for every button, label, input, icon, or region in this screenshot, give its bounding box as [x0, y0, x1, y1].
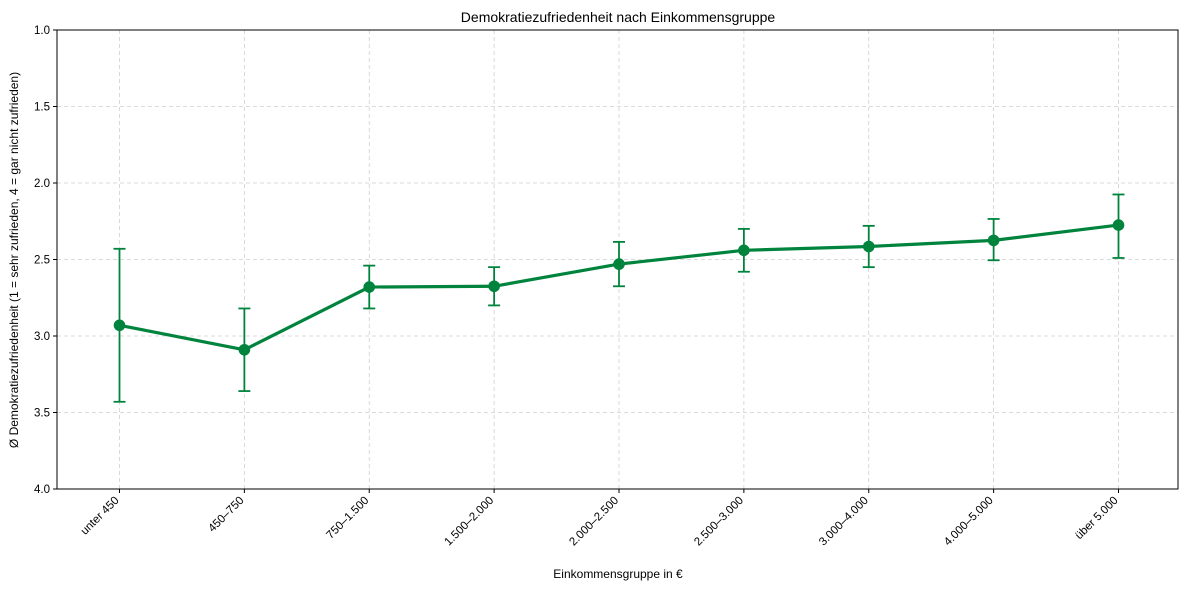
- error-bars: [113, 193, 1125, 403]
- plot-frame: [56, 29, 1179, 490]
- y-tick-label: 1.0: [34, 25, 50, 37]
- data-point: [238, 343, 251, 356]
- data-point: [1112, 219, 1125, 231]
- y-tick-label: 3.5: [34, 408, 50, 420]
- data-point: [987, 234, 1000, 247]
- x-axis-title: Einkommensgruppe in €: [553, 567, 683, 581]
- y-tick-label: 2.5: [34, 255, 50, 267]
- y-tick-label: 1.5: [34, 102, 50, 114]
- data-point: [363, 281, 376, 293]
- y-axis-title: Ø Demokratiezufriedenheit (1 = sehr zufr…: [7, 72, 21, 448]
- data-point: [488, 280, 500, 293]
- chart-title: Demokratiezufriedenheit nach Einkommensg…: [461, 9, 776, 25]
- y-axis-ticks: 1.0 1.5 2.0 2.5 3.0 3.5 4.0: [34, 25, 57, 496]
- series: [113, 219, 1125, 356]
- y-tick-label: 2.0: [34, 178, 50, 190]
- data-point: [613, 258, 625, 270]
- data-point: [738, 244, 750, 257]
- y-tick-label: 3.0: [34, 331, 50, 343]
- data-point: [113, 319, 126, 332]
- data-point: [862, 240, 875, 253]
- y-tick-label: 4.0: [34, 484, 50, 496]
